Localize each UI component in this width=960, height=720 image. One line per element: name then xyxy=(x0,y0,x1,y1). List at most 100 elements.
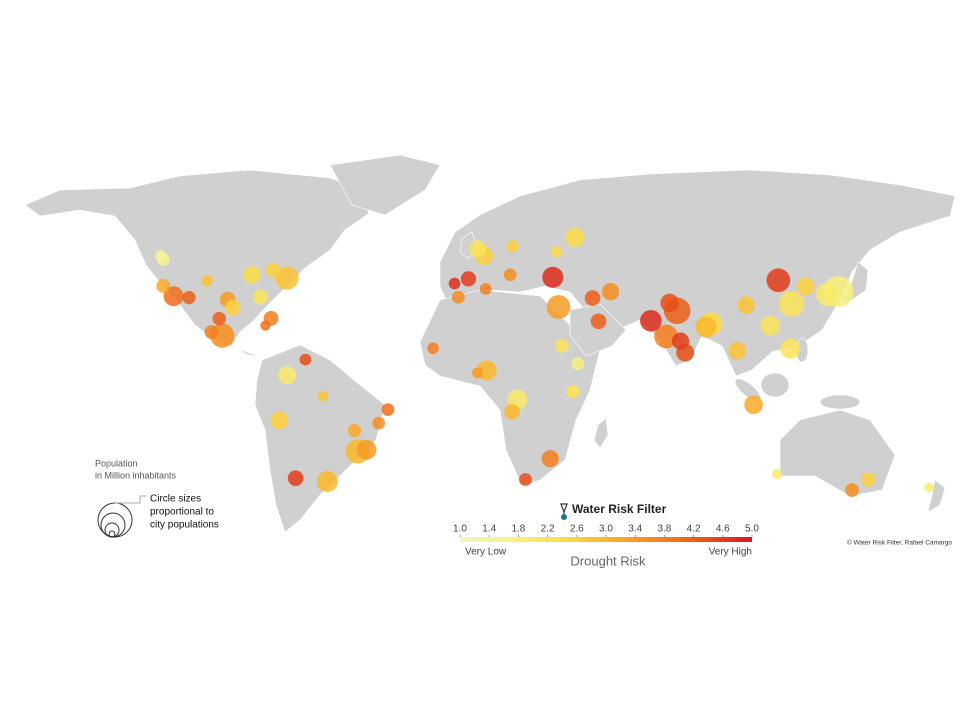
city-marker xyxy=(737,296,755,314)
city-marker xyxy=(541,450,559,468)
madagascar xyxy=(593,417,609,449)
city-marker xyxy=(506,240,519,253)
city-marker xyxy=(381,403,395,416)
city-marker xyxy=(460,271,477,287)
legend-title: Population xyxy=(95,458,138,468)
scale-tick-label: 1.0 xyxy=(453,524,467,535)
scale-tick-label: 4.2 xyxy=(687,524,701,535)
city-marker xyxy=(299,353,312,366)
city-marker xyxy=(660,293,679,313)
city-marker xyxy=(554,338,569,353)
north-america xyxy=(24,169,371,363)
scale-tick-label: 3.8 xyxy=(657,524,671,535)
new-guinea xyxy=(819,394,861,410)
city-marker xyxy=(270,411,289,430)
city-marker xyxy=(771,469,783,480)
city-marker xyxy=(156,279,171,293)
scale-tick-label: 4.6 xyxy=(716,524,730,535)
city-markers xyxy=(155,227,934,497)
scale-tick-label: 3.4 xyxy=(628,524,642,535)
city-marker xyxy=(469,240,487,258)
city-marker xyxy=(519,473,532,486)
city-marker xyxy=(766,268,791,293)
scale-tick-label: 3.0 xyxy=(599,524,613,535)
brand: Water Risk Filter xyxy=(572,502,667,516)
city-marker xyxy=(479,283,492,295)
city-marker xyxy=(427,342,439,355)
city-marker xyxy=(845,483,860,497)
city-marker xyxy=(243,266,261,284)
borneo xyxy=(760,372,790,398)
city-marker xyxy=(565,227,585,247)
scale-tick-label: 2.2 xyxy=(541,524,555,535)
scale-tick-label: 2.6 xyxy=(570,524,584,535)
city-marker xyxy=(212,311,226,326)
scale-ticks: 1.0 1.4 1.8 2.2 2.6 3.0 3.4 3.8 4.2 4.6 5.0 xyxy=(453,524,759,537)
city-marker xyxy=(542,266,564,288)
city-marker xyxy=(728,341,747,360)
size-legend xyxy=(97,495,146,538)
city-marker xyxy=(260,320,271,331)
scale-low-label: Very Low xyxy=(465,547,507,558)
color-scale xyxy=(460,537,752,542)
eurasia xyxy=(439,169,956,377)
greenland xyxy=(329,154,441,216)
city-marker xyxy=(602,283,620,301)
city-marker xyxy=(546,295,571,319)
city-marker xyxy=(472,367,483,379)
city-marker xyxy=(584,290,601,306)
city-marker xyxy=(796,277,815,296)
city-marker xyxy=(372,416,386,430)
city-marker xyxy=(695,316,717,338)
city-marker xyxy=(550,246,563,258)
city-marker xyxy=(671,332,690,350)
scale-high-label: Very High xyxy=(709,547,752,558)
south-america xyxy=(254,344,386,533)
city-marker xyxy=(347,423,362,438)
city-marker xyxy=(225,299,241,316)
city-marker xyxy=(163,286,184,307)
city-marker xyxy=(861,472,876,487)
city-marker xyxy=(760,315,781,336)
city-marker xyxy=(590,313,607,330)
city-marker xyxy=(278,366,297,385)
city-marker xyxy=(571,357,585,371)
city-marker xyxy=(287,470,304,487)
city-marker xyxy=(448,277,461,290)
city-marker xyxy=(316,470,338,492)
city-marker xyxy=(654,324,678,349)
credit: © Water Risk Filter, Rafael Camargo xyxy=(847,539,952,547)
city-marker xyxy=(201,274,213,287)
africa xyxy=(419,289,601,487)
city-marker xyxy=(924,482,934,493)
legend-note: proportional to xyxy=(150,507,214,518)
city-marker xyxy=(265,262,281,278)
city-marker xyxy=(744,395,763,415)
brand-logo xyxy=(560,503,568,520)
scale-tick-label: 5.0 xyxy=(745,524,759,535)
city-marker xyxy=(356,439,377,460)
legend-note: Circle sizes xyxy=(150,494,201,505)
city-marker xyxy=(566,384,580,399)
city-marker xyxy=(778,290,805,317)
city-marker xyxy=(780,338,801,359)
scale-tick-label: 1.8 xyxy=(511,524,525,535)
city-marker xyxy=(275,266,299,290)
scale-tick-label: 1.4 xyxy=(482,524,496,535)
city-marker xyxy=(182,290,196,305)
city-marker xyxy=(504,403,520,420)
legend-note: city populations xyxy=(150,520,219,531)
city-marker xyxy=(640,309,662,332)
city-marker xyxy=(318,391,329,402)
new-zealand xyxy=(927,479,946,513)
city-marker xyxy=(816,282,840,306)
city-marker xyxy=(451,290,465,304)
legend-subtitle: in Million inhabitants xyxy=(95,470,177,480)
city-marker xyxy=(503,268,517,282)
land xyxy=(24,154,956,533)
city-marker xyxy=(252,289,268,305)
scale-title: Drought Risk xyxy=(570,553,646,568)
australia xyxy=(779,409,896,497)
city-marker xyxy=(155,250,167,262)
